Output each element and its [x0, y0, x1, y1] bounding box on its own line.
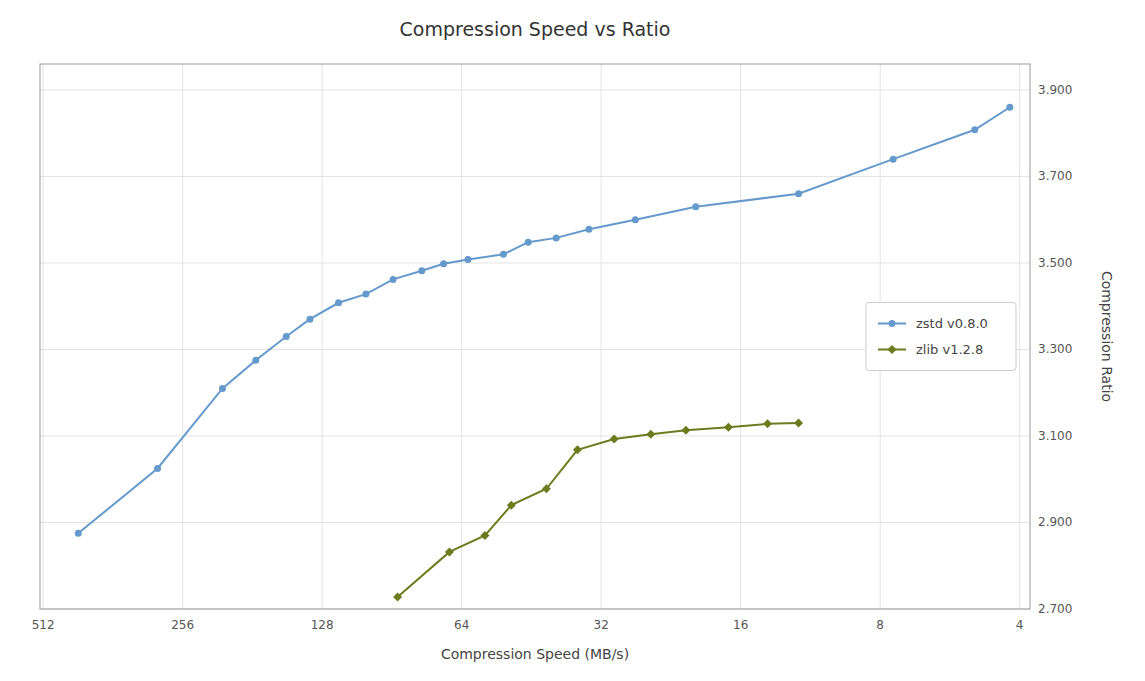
- x-tick-label: 128: [311, 618, 334, 632]
- data-point: [75, 530, 82, 537]
- data-point: [585, 226, 592, 233]
- data-point: [507, 501, 516, 510]
- grid: [40, 64, 1030, 609]
- y-tick-label: 3.100: [1038, 429, 1072, 443]
- legend-marker: [888, 345, 897, 354]
- x-axis-label: Compression Speed (MB/s): [441, 646, 629, 662]
- x-grid-line: [322, 64, 323, 609]
- legend-box: [866, 303, 1016, 371]
- background: [0, 0, 1145, 681]
- data-point: [692, 203, 699, 210]
- data-point: [795, 190, 802, 197]
- x-tick-label: 32: [594, 618, 609, 632]
- data-point: [445, 547, 454, 556]
- y-grid-line: [40, 262, 1030, 263]
- legend: zstd v0.8.0 zlib v1.2.8: [866, 303, 1016, 371]
- y-tick-label: 3.500: [1038, 256, 1072, 270]
- x-grid-line: [1019, 64, 1020, 609]
- y-tick-label: 3.700: [1038, 169, 1072, 183]
- y-grid-line: [40, 176, 1030, 177]
- x-tick-label: 512: [32, 618, 55, 632]
- x-tick-label: 64: [454, 618, 469, 632]
- y-grid-line: [40, 89, 1030, 90]
- data-point: [393, 592, 402, 601]
- plot-frame: [40, 64, 1030, 609]
- data-point: [971, 126, 978, 133]
- data-point: [794, 419, 803, 428]
- data-point: [362, 291, 369, 298]
- series-line: [398, 423, 799, 597]
- data-point: [500, 251, 507, 258]
- legend-label: zlib v1.2.8: [916, 342, 983, 357]
- legend-marker: [889, 320, 896, 327]
- y-grid-line: [40, 349, 1030, 350]
- data-point: [440, 260, 447, 267]
- y-axis-label: Compression Ratio: [1099, 271, 1115, 402]
- data-point: [542, 484, 551, 493]
- data-point: [1006, 104, 1013, 111]
- data-point: [306, 316, 313, 323]
- x-grid-line: [43, 64, 44, 609]
- data-point: [283, 333, 290, 340]
- data-point: [681, 426, 690, 435]
- data-point: [763, 419, 772, 428]
- data-point: [154, 465, 161, 472]
- data-point: [525, 239, 532, 246]
- data-point: [480, 531, 489, 540]
- data-point: [553, 234, 560, 241]
- x-tick-label: 4: [1016, 618, 1024, 632]
- y-grid-line: [40, 522, 1030, 523]
- data-point: [646, 430, 655, 439]
- data-point: [219, 385, 226, 392]
- data-point: [724, 423, 733, 432]
- data-point: [890, 156, 897, 163]
- y-tick-label: 2.900: [1038, 515, 1072, 529]
- x-tick-label: 256: [171, 618, 194, 632]
- legend-label: zstd v0.8.0: [916, 316, 988, 331]
- data-point: [252, 357, 259, 364]
- y-tick-label: 3.900: [1038, 83, 1072, 97]
- x-grid-line: [740, 64, 741, 609]
- y-tick-label: 3.300: [1038, 342, 1072, 356]
- title: Compression Speed vs Ratio: [400, 18, 671, 40]
- x-grid-line: [601, 64, 602, 609]
- x-grid-line: [182, 64, 183, 609]
- chart: 512 256 128 64 32 16 8 4 2.700 2.900 3.100 3.300 3.5…: [0, 0, 1145, 681]
- x-tick-label: 8: [876, 618, 884, 632]
- y-tick-label: 2.700: [1038, 602, 1072, 616]
- data-point: [335, 299, 342, 306]
- y-grid-line: [40, 435, 1030, 436]
- data-point: [465, 256, 472, 263]
- data-point: [632, 216, 639, 223]
- x-tick-label: 16: [733, 618, 748, 632]
- data-point: [573, 445, 582, 454]
- data-point: [610, 435, 619, 444]
- data-point: [390, 276, 397, 283]
- x-grid-line: [461, 64, 462, 609]
- data-point: [418, 267, 425, 274]
